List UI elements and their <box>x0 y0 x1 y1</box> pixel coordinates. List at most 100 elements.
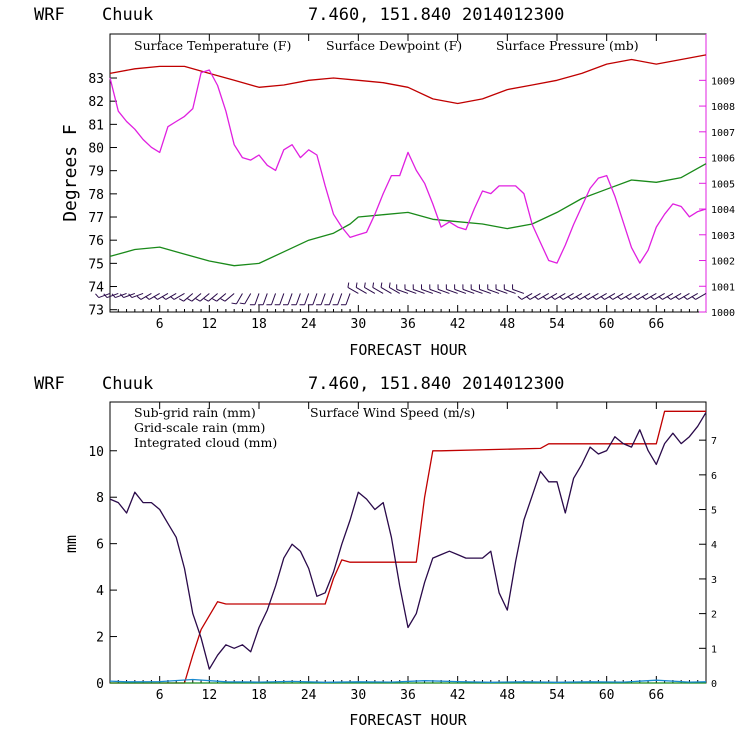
wind-barb <box>592 293 607 300</box>
bottom-y-axis-label: mm <box>62 535 80 553</box>
wind-barb <box>683 293 698 300</box>
wind-barb <box>454 284 467 294</box>
wind-barb <box>462 284 475 294</box>
x-tick-label: 24 <box>301 688 317 703</box>
top-x-axis-label: FORECAST HOUR <box>349 341 467 359</box>
y2-tick-label: 7 <box>711 436 717 447</box>
top-model-label: WRF <box>34 5 65 25</box>
wind-barb <box>195 293 210 302</box>
wind-barb <box>478 284 491 294</box>
top-location-label: Chuuk <box>102 5 153 25</box>
y2-tick-label: 1004 <box>711 205 735 216</box>
x-tick-label: 36 <box>400 688 416 703</box>
legend-surface-wind-speed: Surface Wind Speed (m/s) <box>310 405 475 420</box>
y-tick-label: 0 <box>96 677 104 692</box>
legend-surface-dewpoint: Surface Dewpoint (F) <box>326 38 462 53</box>
wind-barb <box>650 293 665 300</box>
y2-tick-label: 2 <box>711 610 717 621</box>
bottom-panel: FORECAST HOUR mm Sub-grid rain (mm) Grid… <box>62 401 717 729</box>
y-tick-label: 10 <box>88 445 104 460</box>
wind-barb <box>525 293 541 300</box>
top-x-ticks: 6 12 18 24 30 36 42 48 54 60 66 <box>117 34 699 332</box>
y2-tick-label: 1001 <box>711 282 735 293</box>
wind-barb <box>567 293 583 300</box>
wind-barb <box>429 284 442 294</box>
wind-barb <box>583 293 599 300</box>
y2-tick-label: 1008 <box>711 102 735 113</box>
top-y2-ticks: 1000 1001 1002 1003 1004 1005 1006 1007 1008 1009 <box>699 76 735 319</box>
wind-barb <box>332 293 343 306</box>
wind-barb <box>364 282 376 294</box>
x-tick-label: 54 <box>549 317 565 332</box>
wind-barb <box>169 293 185 300</box>
top-panel: FORECAST HOUR Degrees F Surface Temperat… <box>60 33 735 359</box>
y-tick-label: 80 <box>88 142 104 157</box>
wind-barb <box>691 293 707 300</box>
y-tick-label: 73 <box>88 304 104 319</box>
wind-barb <box>266 293 277 306</box>
y2-tick-label: 3 <box>711 575 717 586</box>
bottom-coords-label: 7.460, 151.840 <box>308 374 451 394</box>
y2-tick-label: 1007 <box>711 128 735 139</box>
y-tick-label: 79 <box>88 165 104 180</box>
wind-barb <box>231 293 243 305</box>
y2-tick-label: 1009 <box>711 76 735 87</box>
x-tick-label: 48 <box>500 688 516 703</box>
bottom-y2-ticks: 0 1 2 3 4 5 6 7 <box>699 436 717 690</box>
wind-barb <box>187 293 202 302</box>
bottom-location-label: Chuuk <box>102 374 153 394</box>
x-tick-label: 66 <box>649 688 665 703</box>
legend-subgrid-rain: Sub-grid rain (mm) <box>134 405 256 420</box>
y2-tick-label: 1006 <box>711 154 735 165</box>
wind-barb <box>396 284 409 294</box>
x-tick-label: 48 <box>500 317 516 332</box>
y2-tick-label: 1000 <box>711 308 735 319</box>
x-tick-label: 6 <box>156 688 164 703</box>
wind-barb <box>420 284 434 294</box>
series-line-surface-wind-speed-m-s <box>109 412 707 670</box>
y2-tick-label: 1005 <box>711 179 735 190</box>
top-coords-label: 7.460, 151.840 <box>308 5 451 25</box>
y2-tick-label: 1002 <box>711 257 735 268</box>
bottom-init-label: 2014012300 <box>462 374 564 394</box>
wind-barb <box>512 284 525 294</box>
y-tick-label: 81 <box>88 118 104 133</box>
legend-integrated-cloud: Integrated cloud (mm) <box>134 435 277 450</box>
y2-tick-label: 5 <box>711 506 717 517</box>
top-init-label: 2014012300 <box>462 5 564 25</box>
wind-barb <box>291 293 301 306</box>
top-plot-frame <box>109 33 707 313</box>
wind-barb <box>347 282 359 294</box>
x-tick-label: 30 <box>351 688 367 703</box>
wind-barb <box>95 292 111 299</box>
wind-barb <box>625 293 641 300</box>
wind-barb <box>641 293 657 300</box>
y2-tick-label: 1 <box>711 644 717 655</box>
wind-barb <box>575 293 591 300</box>
wind-barb <box>658 293 674 300</box>
series-line-surface-temperature-f <box>109 54 707 105</box>
x-tick-label: 42 <box>450 317 466 332</box>
wind-barb <box>600 293 616 300</box>
y2-tick-label: 4 <box>711 540 717 551</box>
wind-barb <box>503 284 516 294</box>
x-tick-label: 66 <box>649 317 665 332</box>
wind-barb <box>355 282 367 294</box>
y-tick-label: 4 <box>96 584 104 599</box>
wind-barb <box>220 293 235 302</box>
wind-barb <box>178 293 194 302</box>
y2-tick-label: 6 <box>711 471 717 482</box>
y2-tick-label: 1003 <box>711 231 735 242</box>
wind-barb <box>558 293 574 300</box>
wind-barb <box>128 292 144 299</box>
wind-barb <box>324 293 334 306</box>
wind-barb <box>258 293 268 306</box>
wind-barb <box>274 293 285 306</box>
wind-barb <box>239 293 252 305</box>
bottom-series <box>109 410 707 684</box>
x-tick-label: 36 <box>400 317 416 332</box>
wind-barb <box>412 284 425 294</box>
legend-gridscale-rain: Grid-scale rain (mm) <box>134 420 265 435</box>
bottom-legend: Sub-grid rain (mm) Grid-scale rain (mm) … <box>134 405 475 450</box>
